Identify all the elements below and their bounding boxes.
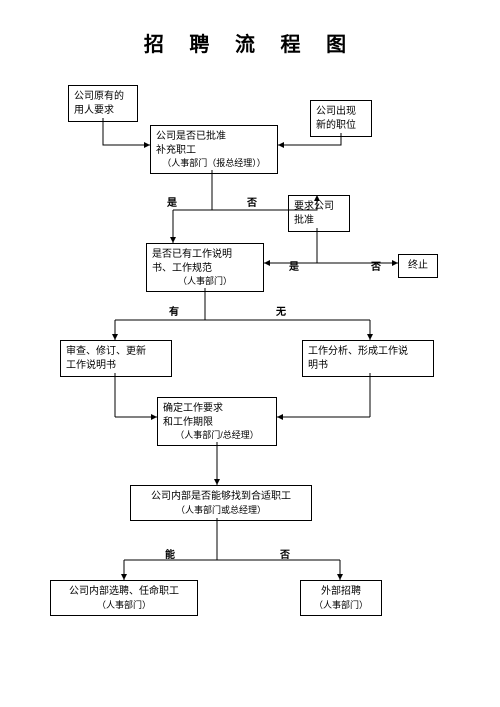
n2-l1: 公司出现 <box>316 106 356 117</box>
n10-sub: （人事部门或总经理） <box>136 504 306 516</box>
n7-l2: 工作说明书 <box>66 360 116 371</box>
n3-l2: 补充职工 <box>156 145 196 156</box>
label-yes-1: 是 <box>166 194 178 209</box>
n2-l2: 新的职位 <box>316 120 356 131</box>
n12-l1: 外部招聘 <box>321 586 361 597</box>
n8-l2: 明书 <box>308 360 328 371</box>
node-external-hire: 外部招聘 （人事部门） <box>300 580 382 616</box>
n1-l1: 公司原有的 <box>74 91 124 102</box>
node-approved-question: 公司是否已批准 补充职工 （人事部门（报总经理）） <box>150 125 278 174</box>
n8-l1: 工作分析、形成工作说 <box>308 346 408 357</box>
n9-l1: 确定工作要求 <box>163 403 223 414</box>
node-create-spec: 工作分析、形成工作说 明书 <box>302 340 434 377</box>
label-have: 有 <box>168 303 180 318</box>
n6-l1: 是否已有工作说明 <box>152 249 232 260</box>
n4-l2: 批准 <box>294 215 314 226</box>
n11-l1: 公司内部选聘、任命职工 <box>69 586 179 597</box>
n12-sub: （人事部门） <box>306 599 376 611</box>
n11-sub: （人事部门） <box>56 599 192 611</box>
label-yes-2: 是 <box>288 258 300 273</box>
label-can: 能 <box>164 546 176 561</box>
n6-l2: 书、工作规范 <box>152 263 212 274</box>
node-define-requirements: 确定工作要求 和工作期限 （人事部门/总经理） <box>157 397 277 446</box>
n1-l2: 用人要求 <box>74 105 114 116</box>
n5-t: 终止 <box>408 260 428 271</box>
node-jobspec-question: 是否已有工作说明 书、工作规范 （人事部门） <box>146 243 264 292</box>
page-title: 招 聘 流 程 图 <box>0 28 500 57</box>
node-review-spec: 审查、修订、更新 工作说明书 <box>60 340 172 377</box>
n9-sub: （人事部门/总经理） <box>163 429 271 441</box>
node-request-approval: 要求公司 批准 <box>288 195 350 232</box>
n10-l1: 公司内部是否能够找到合适职工 <box>151 491 291 502</box>
node-terminate: 终止 <box>398 254 438 278</box>
n3-l1: 公司是否已批准 <box>156 131 226 142</box>
n9-l2: 和工作期限 <box>163 417 213 428</box>
label-no-2: 否 <box>370 258 382 273</box>
n6-sub: （人事部门） <box>152 275 258 287</box>
node-new-position: 公司出现 新的职位 <box>310 100 372 137</box>
label-cant: 否 <box>279 546 291 561</box>
n4-l1: 要求公司 <box>294 201 334 212</box>
node-original-demand: 公司原有的 用人要求 <box>68 85 138 122</box>
label-none: 无 <box>275 303 287 318</box>
n7-l1: 审查、修订、更新 <box>66 346 146 357</box>
n3-sub: （人事部门（报总经理）） <box>156 157 272 169</box>
node-internal-hire: 公司内部选聘、任命职工 （人事部门） <box>50 580 198 616</box>
node-internal-question: 公司内部是否能够找到合适职工 （人事部门或总经理） <box>130 485 312 521</box>
label-no-1: 否 <box>246 194 258 209</box>
